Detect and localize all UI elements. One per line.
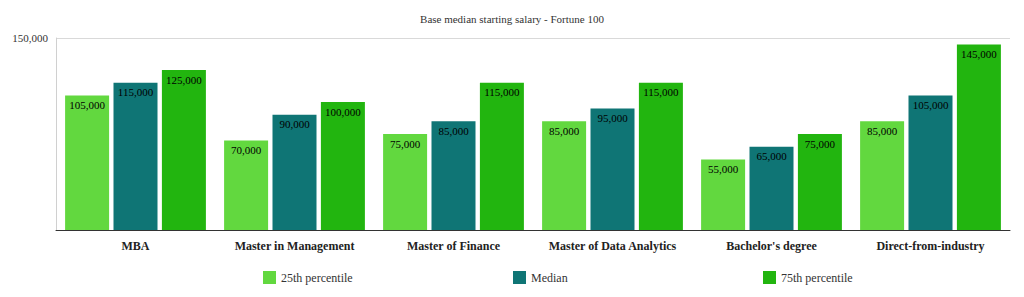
svg-text:115,000: 115,000 <box>643 86 679 98</box>
svg-text:115,000: 115,000 <box>484 86 520 98</box>
svg-text:Master in Management: Master in Management <box>235 239 355 253</box>
svg-text:Master of Data Analytics: Master of Data Analytics <box>549 239 677 253</box>
svg-text:150,000: 150,000 <box>12 32 48 44</box>
svg-text:85,000: 85,000 <box>549 125 580 137</box>
svg-text:Bachelor's degree: Bachelor's degree <box>726 239 817 253</box>
svg-text:Median: Median <box>531 271 568 285</box>
svg-text:90,000: 90,000 <box>279 118 310 130</box>
svg-text:105,000: 105,000 <box>913 99 949 111</box>
svg-text:70,000: 70,000 <box>231 144 262 156</box>
svg-text:65,000: 65,000 <box>756 150 787 162</box>
svg-text:55,000: 55,000 <box>708 163 739 175</box>
svg-text:85,000: 85,000 <box>438 125 469 137</box>
svg-text:MBA: MBA <box>122 239 150 253</box>
svg-text:100,000: 100,000 <box>325 106 361 118</box>
svg-text:Base median starting salary -: Base median starting salary - Fortune 10… <box>420 13 604 25</box>
svg-text:75th percentile: 75th percentile <box>781 271 853 285</box>
svg-text:Master of Finance: Master of Finance <box>407 239 501 253</box>
svg-text:Direct-from-industry: Direct-from-industry <box>876 239 984 253</box>
svg-text:105,000: 105,000 <box>69 99 105 111</box>
svg-text:115,000: 115,000 <box>118 86 154 98</box>
svg-text:145,000: 145,000 <box>961 48 997 60</box>
svg-text:75,000: 75,000 <box>390 138 421 150</box>
svg-text:125,000: 125,000 <box>166 74 202 86</box>
svg-text:25th percentile: 25th percentile <box>281 271 353 285</box>
svg-text:75,000: 75,000 <box>805 138 836 150</box>
svg-text:85,000: 85,000 <box>867 125 898 137</box>
svg-text:95,000: 95,000 <box>597 112 628 124</box>
